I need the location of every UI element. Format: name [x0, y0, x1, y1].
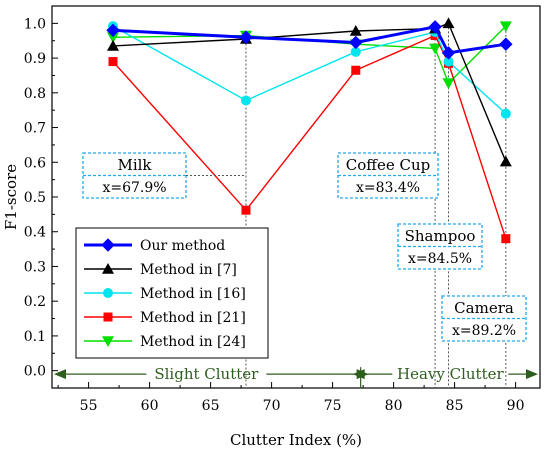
- annotation-camera: Camera x=89.2%: [441, 295, 527, 342]
- data-point: [442, 78, 455, 90]
- data-point: [499, 21, 512, 33]
- y-tick-label: 0.0: [24, 364, 46, 380]
- data-point: [349, 25, 362, 36]
- data-point: [351, 65, 361, 75]
- legend-label: Method in [24]: [140, 334, 246, 350]
- legend-item: Method in [24]: [84, 334, 246, 350]
- x-tick-label: 70: [263, 398, 281, 414]
- legend-label: Method in [7]: [140, 262, 237, 278]
- x-axis-label: Clutter Index (%): [230, 431, 362, 449]
- data-point: [429, 43, 442, 55]
- data-point: [443, 56, 454, 67]
- x-tick-label: 65: [202, 398, 220, 414]
- region-heavy-clutter: Heavy Clutter: [352, 365, 538, 383]
- y-tick-label: 0.1: [24, 329, 46, 345]
- data-point: [107, 32, 119, 44]
- region-arrow-head-right: [526, 369, 538, 380]
- data-point: [102, 263, 114, 274]
- region-label: Slight Clutter: [154, 365, 259, 383]
- annotation-name: Shampoo: [405, 227, 476, 245]
- x-tick-label: 80: [385, 398, 403, 414]
- series-line: [112, 22, 507, 162]
- data-point: [103, 288, 113, 298]
- x-tick-label: 90: [507, 398, 525, 414]
- data-point: [442, 17, 455, 29]
- series-line: [112, 25, 507, 55]
- data-point: [501, 234, 511, 244]
- y-tick-label: 0.4: [24, 225, 46, 241]
- y-tick-label: 0.5: [24, 190, 46, 206]
- data-point: [106, 23, 120, 38]
- legend-item: Method in [16]: [84, 286, 246, 302]
- legend-item: Method in [7]: [84, 262, 237, 278]
- region-arrow-head-left: [54, 369, 66, 380]
- y-tick-label: 1.0: [24, 16, 46, 32]
- data-point: [107, 39, 119, 51]
- annotation-value: x=83.4%: [356, 180, 420, 196]
- data-point: [239, 30, 253, 44]
- y-tick-label: 0.2: [24, 294, 46, 310]
- data-point: [108, 57, 118, 67]
- annotation-name: Coffee Cup: [346, 156, 430, 174]
- annotation-name: Milk: [117, 156, 152, 174]
- y-tick-label: 0.6: [24, 155, 46, 171]
- x-tick-label: 60: [141, 398, 159, 414]
- y-tick-label: 0.3: [24, 259, 46, 275]
- data-point: [240, 95, 251, 106]
- legend-item: Method in [21]: [84, 310, 246, 326]
- y-axis-label: F1-score: [2, 164, 20, 230]
- region-slight-clutter: Slight Clutter: [54, 365, 369, 383]
- data-point: [499, 37, 513, 51]
- annotation-name: Camera: [454, 299, 514, 317]
- x-tick-label: 75: [324, 398, 342, 414]
- annotation-coffee-cup: Coffee Cup x=83.4%: [337, 152, 439, 199]
- series-line: [112, 34, 507, 239]
- legend-label: Method in [16]: [140, 286, 246, 302]
- data-point: [441, 46, 456, 60]
- region-arrow-head-left: [352, 369, 365, 380]
- data-point: [101, 238, 115, 252]
- annotation-value: x=84.5%: [408, 251, 472, 267]
- data-point: [349, 35, 363, 50]
- annotation-value: x=89.2%: [452, 323, 516, 339]
- series-line: [112, 25, 507, 115]
- legend-label: Method in [21]: [140, 310, 246, 326]
- data-point: [428, 20, 442, 34]
- data-point: [500, 108, 511, 119]
- y-tick-label: 0.8: [24, 86, 46, 102]
- data-point: [103, 312, 113, 322]
- x-tick-label: 55: [80, 398, 98, 414]
- series-our-method: [106, 20, 513, 60]
- legend: Our method Method in [7] Method in [16] Met…: [75, 227, 269, 359]
- data-point: [241, 205, 251, 215]
- legend-label: Our method: [140, 238, 225, 254]
- legend-item: Our method: [84, 238, 225, 254]
- annotation-milk: Milk x=67.9%: [82, 152, 246, 199]
- annotation-shampoo: Shampoo x=84.5%: [397, 223, 483, 270]
- region-label: Heavy Clutter: [397, 365, 504, 383]
- data-point: [102, 336, 114, 347]
- data-point: [499, 155, 512, 167]
- y-tick-label: 0.7: [24, 121, 46, 137]
- data-point: [350, 46, 361, 57]
- annotation-value: x=67.9%: [102, 180, 166, 196]
- y-tick-label: 0.9: [24, 51, 46, 67]
- x-tick-label: 85: [446, 398, 464, 414]
